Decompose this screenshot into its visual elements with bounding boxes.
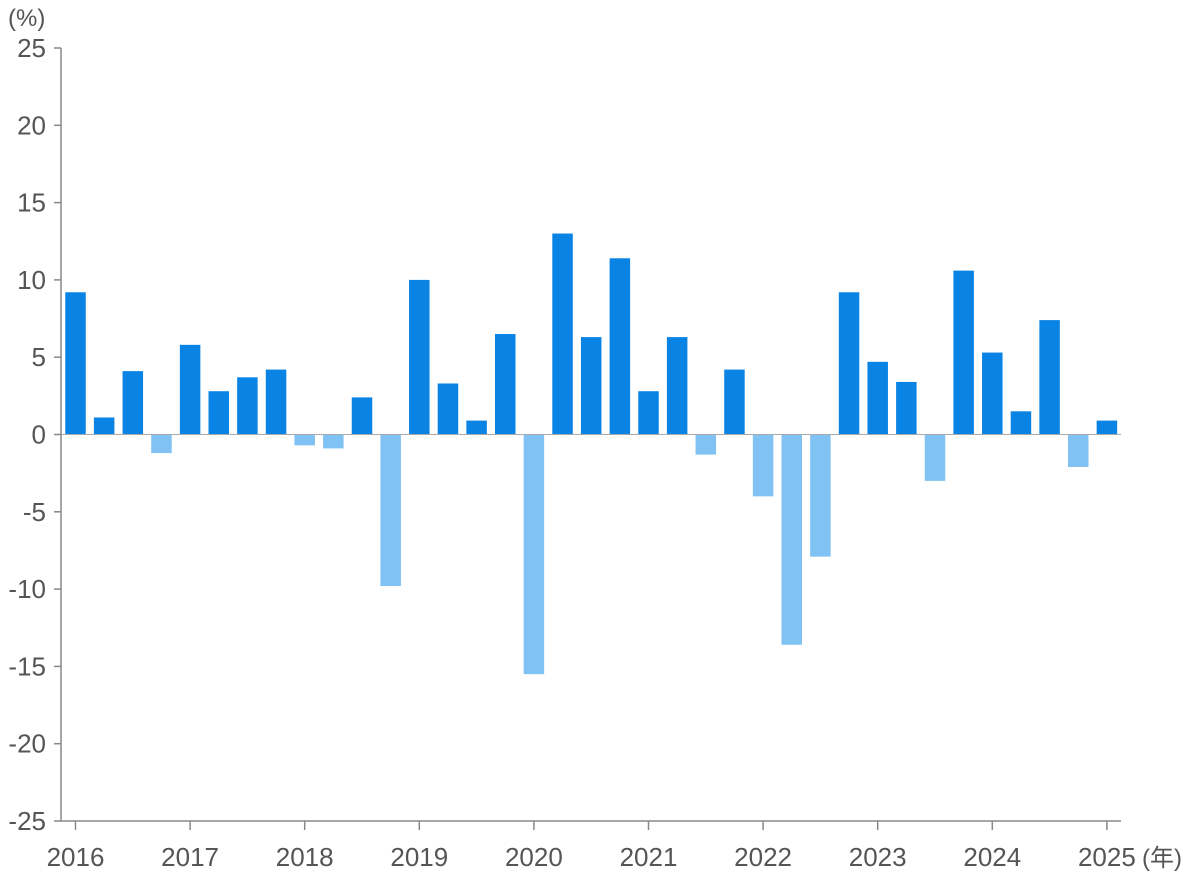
bar-positive — [437, 383, 459, 435]
y-tick-label: -10 — [8, 574, 46, 604]
bar-positive — [409, 279, 430, 435]
bar-positive — [838, 292, 860, 435]
y-axis-ticks: 25 20 15 10 5 0 -5 -10 -15 -20 -25 — [8, 33, 61, 836]
bar-positive — [237, 377, 258, 435]
bar-negative — [810, 434, 831, 557]
bar-negative — [380, 434, 401, 587]
bar-negative — [294, 434, 315, 446]
y-tick-label: 0 — [32, 420, 46, 450]
y-tick-label: -5 — [23, 497, 46, 527]
bar-negative — [924, 434, 946, 481]
x-tick-label: 2021 — [620, 842, 678, 872]
bar-positive — [265, 369, 287, 435]
y-tick-label: 5 — [32, 342, 46, 372]
x-axis-ticks: 2016 2017 2018 2019 2020 2021 2022 2023 2024 2025 — [47, 821, 1136, 872]
y-tick-label: -25 — [8, 806, 46, 836]
bar-negative — [151, 434, 172, 454]
bar-positive — [982, 352, 1003, 435]
x-axis-unit: (年) — [1142, 845, 1182, 872]
bar-positive — [552, 233, 573, 435]
bar-negative — [1068, 434, 1089, 467]
bar-positive — [580, 337, 602, 435]
x-tick-label: 2018 — [276, 842, 334, 872]
bar-negative — [695, 434, 717, 455]
bar-positive — [179, 344, 201, 435]
bar-negative — [781, 434, 802, 645]
bar-positive — [609, 258, 631, 435]
bar-positive — [638, 391, 659, 435]
bar-positive — [953, 270, 974, 435]
x-tick-label: 2022 — [734, 842, 792, 872]
bar-positive — [867, 361, 888, 435]
bar-negative — [523, 434, 545, 675]
bar-positive — [466, 420, 487, 435]
bar-positive — [93, 417, 115, 435]
bar-negative — [323, 434, 344, 449]
y-tick-label: 20 — [17, 110, 46, 140]
bar-positive — [208, 391, 229, 435]
y-tick-label: -20 — [8, 729, 46, 759]
bar-positive — [495, 334, 516, 435]
bar-positive — [666, 337, 688, 435]
bar-positive — [1010, 411, 1032, 435]
x-tick-label: 2017 — [161, 842, 219, 872]
bar-positive — [724, 369, 745, 435]
bars-group — [65, 233, 1118, 675]
x-tick-label: 2023 — [849, 842, 907, 872]
bar-positive — [65, 292, 86, 435]
y-tick-label: 15 — [17, 188, 46, 218]
bar-positive — [1096, 420, 1118, 435]
y-tick-label: 10 — [17, 265, 46, 295]
y-tick-label: -15 — [8, 651, 46, 681]
x-tick-label: 2016 — [47, 842, 105, 872]
bar-positive — [351, 397, 373, 435]
bar-positive — [896, 381, 917, 435]
x-tick-label: 2020 — [505, 842, 563, 872]
x-tick-label: 2019 — [390, 842, 448, 872]
y-tick-label: 25 — [17, 33, 46, 63]
bar-positive — [122, 371, 144, 435]
bar-negative — [752, 434, 774, 497]
x-tick-label: 2024 — [963, 842, 1021, 872]
bar-positive — [1039, 320, 1060, 435]
y-axis-unit: (%) — [8, 5, 45, 32]
x-tick-label: 2025 — [1078, 842, 1136, 872]
